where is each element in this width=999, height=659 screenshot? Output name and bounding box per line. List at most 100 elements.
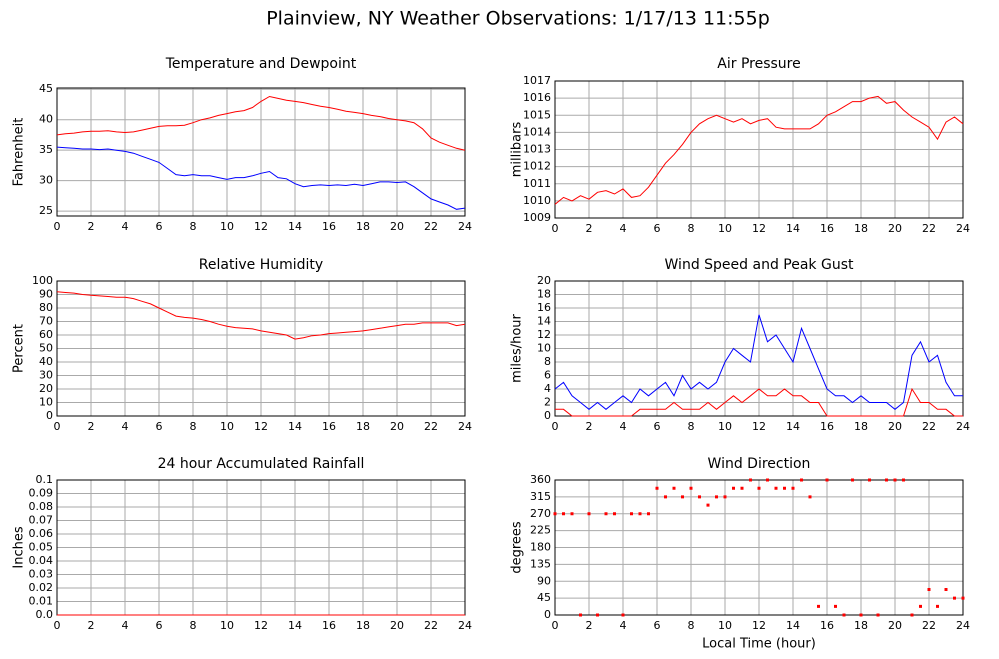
y-tick-label: 1009 [523, 211, 551, 224]
plot-border [56, 87, 466, 217]
y-tick-label: 35 [39, 143, 53, 156]
x-tick-label: 18 [356, 619, 370, 632]
plot-border [554, 80, 964, 219]
x-tick-label: 22 [424, 420, 438, 433]
x-tick-label: 4 [122, 220, 129, 233]
x-tick-label: 20 [390, 220, 404, 233]
x-axis-label: Local Time (hour) [702, 637, 816, 652]
point [766, 478, 769, 482]
y-tick-label: 30 [39, 174, 53, 187]
y-tick-label: 60 [39, 328, 53, 341]
y-tick-label: 1010 [523, 194, 551, 207]
y-tick-label: 1012 [523, 160, 551, 173]
point [944, 588, 948, 591]
point [876, 613, 880, 617]
x-tick-label: 22 [922, 420, 936, 433]
point [859, 613, 863, 617]
point [885, 478, 888, 482]
y-tick-label: 1017 [523, 74, 551, 87]
point [698, 495, 701, 499]
y-tick-label: 40 [39, 113, 53, 126]
point [638, 512, 642, 516]
y-tick-label: 40 [39, 355, 53, 368]
x-tick-label: 0 [54, 420, 61, 433]
point [919, 604, 922, 608]
point [723, 495, 727, 499]
y-tick-label: 90 [39, 288, 53, 301]
x-tick-label: 20 [390, 619, 404, 632]
y-tick-label: 0.1 [36, 473, 54, 486]
y-tick-label: 0.06 [29, 527, 54, 540]
point [672, 486, 676, 490]
point [774, 486, 778, 490]
y-tick-label: 180 [530, 541, 551, 554]
x-tick-label: 12 [254, 420, 268, 433]
y-tick-label: 80 [39, 301, 53, 314]
x-tick-label: 6 [654, 619, 661, 632]
y-tick-label: 100 [32, 274, 53, 287]
x-tick-label: 18 [356, 220, 370, 233]
panel-title: Temperature and Dewpoint [165, 56, 357, 72]
x-tick-label: 14 [288, 619, 302, 632]
point [630, 512, 633, 516]
x-tick-label: 24 [956, 222, 970, 235]
point [783, 486, 786, 490]
point [825, 478, 829, 482]
y-tick-label: 1016 [523, 91, 551, 104]
x-tick-label: 16 [322, 619, 336, 632]
point [749, 478, 752, 482]
x-tick-label: 18 [356, 420, 370, 433]
x-tick-label: 24 [458, 619, 472, 632]
x-tick-label: 22 [922, 619, 936, 632]
y-tick-label: 0.02 [29, 581, 54, 594]
y-tick-label: 25 [39, 204, 53, 217]
panel-title: Wind Direction [708, 456, 811, 472]
y-tick-label: 0 [544, 608, 551, 621]
x-tick-label: 0 [54, 619, 61, 632]
point [621, 613, 625, 617]
x-tick-label: 8 [190, 420, 197, 433]
x-tick-label: 6 [654, 222, 661, 235]
y-axis-label: miles/hour [510, 313, 525, 382]
point [579, 613, 582, 617]
point [927, 588, 931, 591]
panel-title: Wind Speed and Peak Gust [665, 257, 854, 273]
point [834, 604, 837, 608]
y-tick-label: 45 [39, 82, 53, 95]
main-title: Plainview, NY Weather Observations: 1/17… [266, 8, 770, 30]
x-tick-label: 12 [752, 619, 766, 632]
y-tick-label: 0.01 [29, 595, 54, 608]
x-tick-label: 2 [88, 619, 95, 632]
point [817, 604, 820, 608]
x-tick-label: 14 [288, 220, 302, 233]
y-tick-label: 1013 [523, 143, 551, 156]
y-tick-label: 0.07 [29, 514, 54, 527]
y-tick-label: 12 [537, 328, 551, 341]
x-tick-label: 4 [620, 619, 627, 632]
y-tick-label: 0.03 [29, 568, 54, 581]
point [791, 486, 795, 490]
point [800, 478, 803, 482]
x-tick-label: 18 [854, 619, 868, 632]
plot-border [554, 479, 964, 616]
point [596, 613, 599, 617]
panel-title: 24 hour Accumulated Rainfall [158, 456, 365, 472]
series-line [554, 314, 963, 410]
y-tick-label: 0 [46, 409, 53, 422]
x-tick-label: 20 [888, 420, 902, 433]
x-tick-label: 12 [752, 222, 766, 235]
point [655, 486, 659, 490]
point [953, 596, 956, 600]
series-line [555, 387, 963, 417]
y-tick-label: 20 [537, 274, 551, 287]
x-tick-label: 6 [156, 420, 163, 433]
y-tick-label: 8 [544, 355, 551, 368]
y-tick-label: 30 [39, 369, 53, 382]
point [664, 495, 667, 499]
point [740, 486, 744, 490]
panel-title: Air Pressure [717, 56, 800, 72]
y-tick-label: 0.09 [29, 487, 54, 500]
x-tick-label: 2 [88, 220, 95, 233]
x-tick-label: 4 [620, 222, 627, 235]
y-axis-label: degrees [510, 521, 525, 574]
